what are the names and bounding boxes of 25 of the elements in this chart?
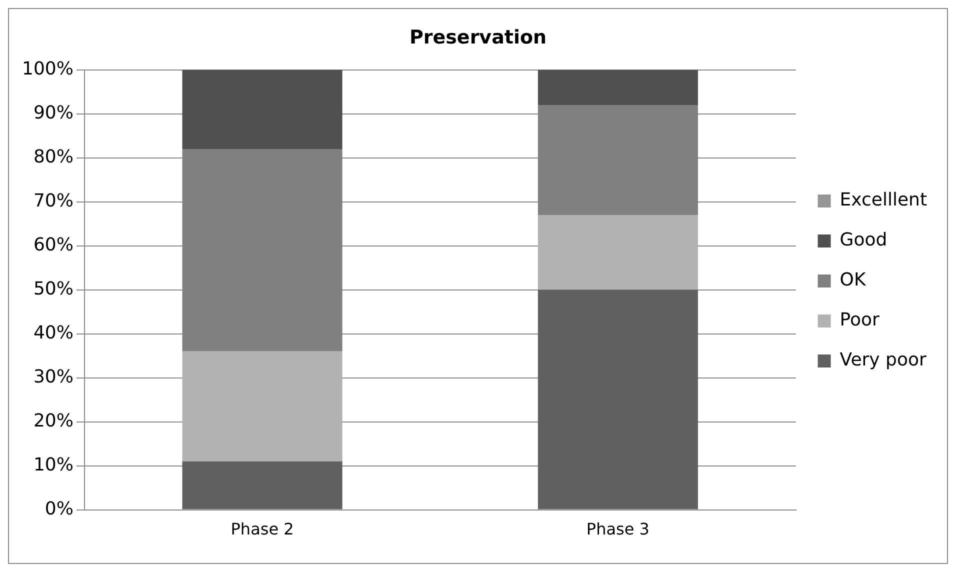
legend-label: Poor <box>840 310 880 331</box>
y-tick-label: 10% <box>33 454 74 476</box>
y-tick-label: 20% <box>33 410 74 432</box>
x-tick-label: Phase 2 <box>230 520 294 539</box>
chart-title: Preservation <box>409 26 547 48</box>
legend-label: Very poor <box>840 350 927 371</box>
bar <box>182 351 342 462</box>
bar <box>538 215 698 290</box>
legend-label: Good <box>840 230 888 251</box>
bar <box>182 461 342 510</box>
y-tick-label: 80% <box>33 146 74 168</box>
bar <box>538 290 698 510</box>
x-tick-label: Phase 3 <box>586 520 650 539</box>
y-tick-label: 60% <box>33 234 74 256</box>
y-tick-label: 30% <box>33 366 74 388</box>
legend-label: Excelllent <box>840 190 928 211</box>
legend-label: OK <box>840 270 867 291</box>
bar <box>182 70 342 149</box>
y-tick-label: 0% <box>44 498 74 520</box>
y-tick-label: 70% <box>33 190 74 212</box>
y-tick-label: 40% <box>33 322 74 344</box>
bar <box>538 70 698 105</box>
y-tick-label: 100% <box>22 58 74 80</box>
y-tick-label: 50% <box>33 278 74 300</box>
y-tick-label: 90% <box>33 102 74 124</box>
